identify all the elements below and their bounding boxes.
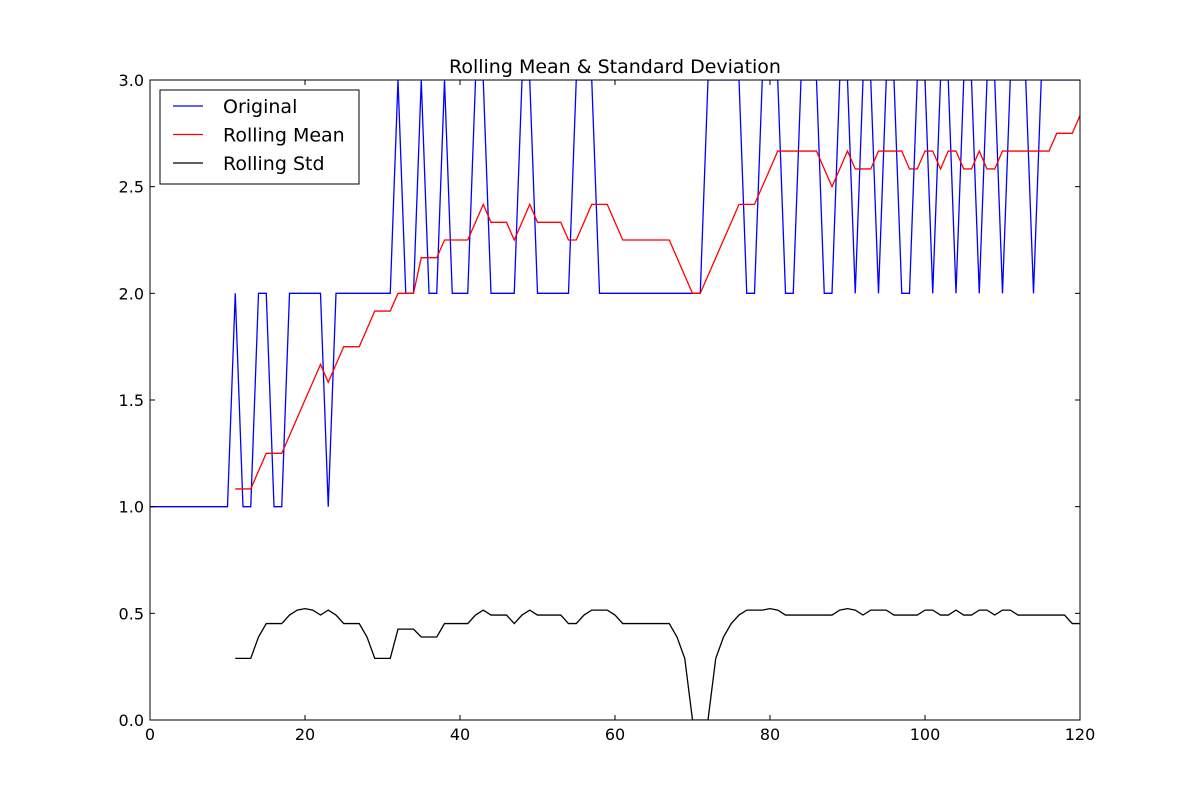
y-tick-label: 3.0 [119, 71, 144, 90]
series-layer [150, 80, 1080, 720]
x-tick-label: 80 [760, 725, 780, 744]
y-tick-label: 2.5 [119, 178, 144, 197]
x-tick-label: 60 [605, 725, 625, 744]
chart-title: Rolling Mean & Standard Deviation [449, 56, 781, 78]
x-tick-label: 20 [295, 725, 315, 744]
legend: Original Rolling Mean Rolling Std [159, 89, 360, 185]
axis-ticks: 0 20 40 60 80 100 120 0.0 0.5 1.0 1.5 2.0 2.5 3.0 [119, 71, 1096, 744]
x-tick-label: 120 [1065, 725, 1096, 744]
legend-label-rolling-std: Rolling Std [223, 153, 325, 175]
y-tick-label: 1.0 [119, 498, 144, 517]
y-tick-label: 2.0 [119, 284, 144, 303]
series-line-rolling-std [235, 607, 1080, 720]
legend-label-original: Original [223, 96, 297, 118]
y-tick-label: 1.5 [119, 391, 144, 410]
legend-label-rolling-mean: Rolling Mean [223, 125, 345, 147]
series-line-original [150, 80, 1080, 508]
plot-frame [149, 79, 1081, 721]
x-tick-label: 40 [450, 725, 470, 744]
series-line-rolling-mean [235, 115, 1080, 490]
y-tick-label: 0.0 [119, 711, 144, 730]
x-tick-label: 0 [145, 725, 155, 744]
y-tick-label: 0.5 [119, 604, 144, 623]
x-tick-label: 100 [910, 725, 941, 744]
